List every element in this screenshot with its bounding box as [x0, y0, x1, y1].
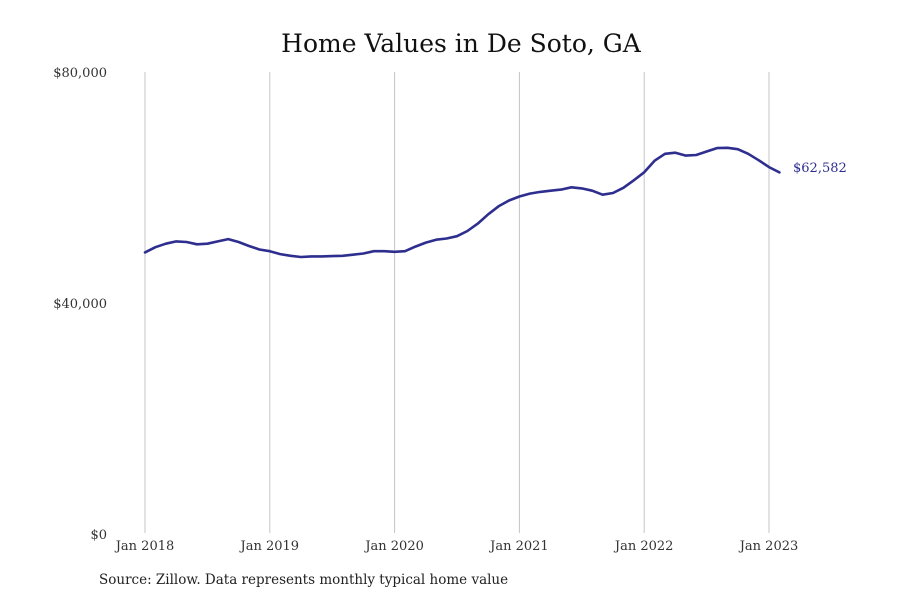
- y-tick-label-40000: $40,000: [53, 297, 107, 312]
- vertical-gridlines: [144, 72, 770, 533]
- source-note: Source: Zillow. Data represents monthly …: [99, 572, 509, 588]
- x-tick-label: Jan 2021: [488, 539, 549, 554]
- x-tick-label: Jan 2023: [738, 539, 799, 554]
- x-tick-labels: Jan 2018 Jan 2019 Jan 2020 Jan 2021 Jan 2022…: [114, 539, 799, 554]
- home-value-line: [143, 146, 781, 259]
- x-tick-label: Jan 2018: [114, 539, 175, 554]
- x-tick-label: Jan 2020: [363, 539, 424, 554]
- chart-title: Home Values in De Soto, GA: [281, 29, 642, 58]
- x-tick-label: Jan 2022: [613, 539, 674, 554]
- y-tick-label-80000: $80,000: [53, 66, 107, 81]
- latest-value-label: $62,582: [793, 161, 847, 176]
- y-tick-label-0: $0: [90, 528, 107, 543]
- x-tick-label: Jan 2019: [239, 539, 300, 554]
